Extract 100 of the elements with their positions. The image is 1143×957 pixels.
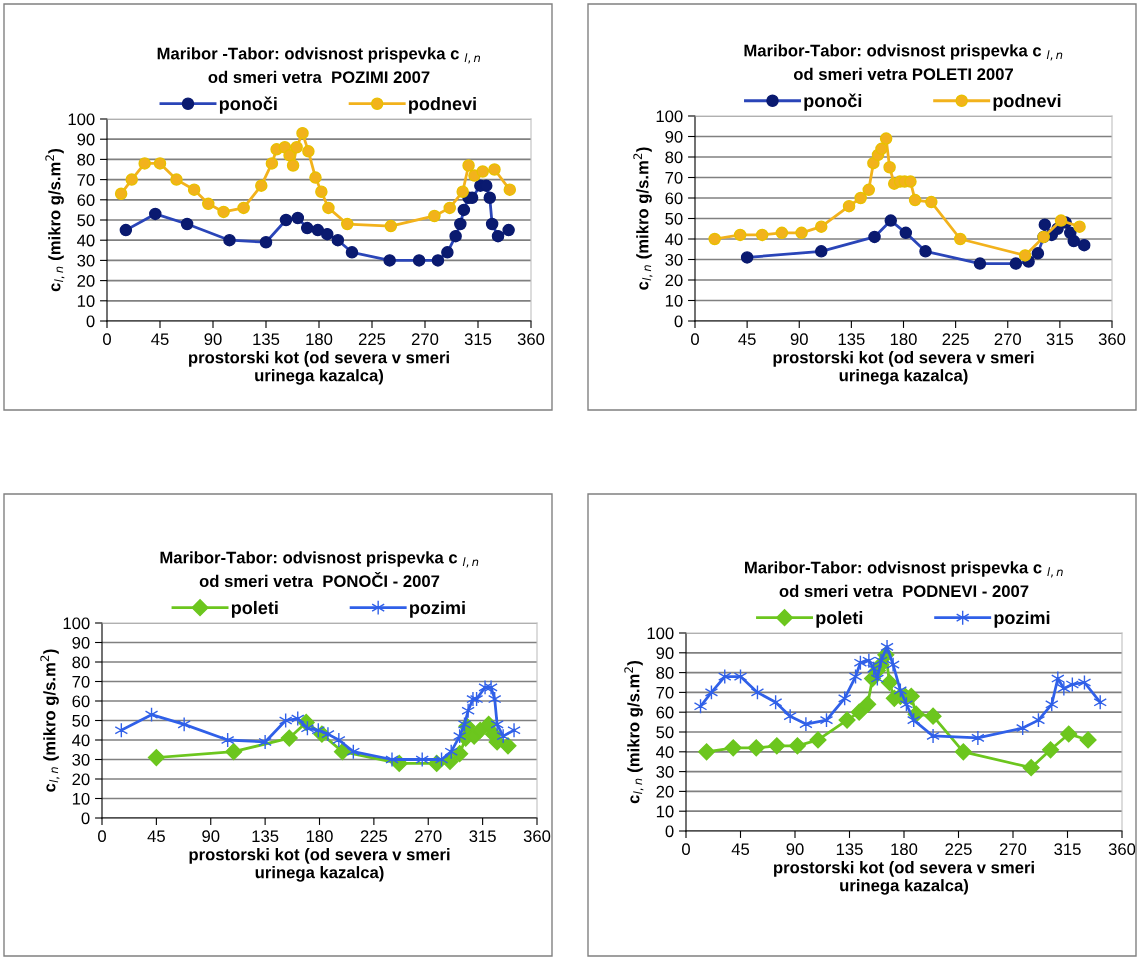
y-tick-label: 30 [656,766,674,778]
point [170,173,183,186]
point [503,183,517,196]
legend-label: pozimi [410,600,465,618]
point [290,141,303,154]
point [258,734,272,750]
y-tick-label: 50 [656,726,674,739]
point [908,193,922,207]
x-tick-label: 90 [786,843,804,856]
point [225,743,243,761]
x-tick-label: 270 [994,333,1021,346]
y-tick-label: 30 [72,753,90,766]
y-tick-label: 90 [656,647,674,659]
x-axis-title: prostorski kot (od severa v smeri urinega kazalca) [189,351,449,385]
x-tick-label: 180 [890,333,917,346]
point [904,175,917,188]
point [1079,731,1097,749]
point [698,743,716,761]
x-tick-label: 225 [945,843,972,856]
point [1051,670,1065,687]
x-tick-label: 45 [731,843,750,856]
x-tick-label: 135 [838,333,865,346]
point [315,185,328,198]
point [1057,680,1071,697]
point [859,695,877,713]
x-tick-label: 135 [252,830,279,843]
x-tick-label: 360 [517,333,545,346]
point [384,219,398,233]
point [488,163,501,176]
point [755,228,769,242]
x-tick-label: 315 [469,830,496,843]
legend-label: ponoči [219,96,277,114]
x-tick-label: 180 [306,830,333,843]
point [971,730,985,746]
x-tick-label: 225 [942,333,969,346]
point [507,722,521,738]
y-axis-title: c$_{l,n}$ (mikro g/s.m$^{2}$) [45,148,65,292]
x-tick-label: 90 [790,333,808,346]
point [187,183,201,196]
x-tick-label: 360 [1098,333,1126,346]
point [280,729,298,747]
point [925,195,938,209]
chart-title: Maribor -Tabor: odvisnost prispevka c $_{l,n}$ od smeri vetra POZIMI 2007 [157,47,481,84]
x-tick-label: 315 [1046,333,1074,346]
x-tick-label: 0 [691,333,699,346]
point [1054,214,1068,227]
y-tick-label: 10 [77,295,95,307]
point [341,217,354,231]
y-tick-label: 0 [81,812,90,825]
x-tick-label: 45 [738,333,756,346]
y-tick-label: 20 [77,275,95,287]
point [462,159,475,172]
point [125,173,138,186]
point [926,728,940,744]
x-tick-label: 90 [204,333,222,346]
y-tick-label: 60 [656,706,674,719]
point [788,737,806,755]
point [476,165,489,178]
y-tick-label: 10 [656,805,674,818]
point [880,673,899,692]
point [708,232,721,246]
y-tick-label: 90 [72,636,90,649]
legend-label: podnevi [993,94,1061,111]
point [443,201,456,215]
y-tick-label: 50 [72,714,90,727]
point [265,157,279,170]
y-tick-label: 40 [72,734,90,747]
point [883,160,896,174]
y-tick-label: 80 [72,656,90,669]
legend-label: podnevi [409,96,476,114]
y-axis-title: c$_{l,n}$ (mikro g/s.m$^{2}$) [633,147,653,290]
y-tick-label: 10 [72,792,90,805]
point [1041,741,1060,759]
y-tick-label: 50 [77,214,95,227]
x-tick-label: 180 [891,843,918,856]
x-tick-label: 270 [411,333,439,346]
x-tick-label: 0 [103,333,111,346]
point [217,205,230,219]
point [461,703,475,719]
x-tick-label: 45 [147,830,165,843]
point [875,142,888,156]
point [879,132,893,145]
point [886,657,900,673]
legend-label: ponoči [804,93,862,111]
y-tick-label: 40 [656,746,674,758]
x-tick-label: 0 [98,830,106,843]
y-tick-label: 0 [86,315,95,328]
y-tick-label: 20 [656,785,674,798]
x-axis-title: prostorski kot (od severa v smeri urinega kazalca) [189,848,450,882]
x-tick-label: 45 [151,333,169,346]
x-tick-label: 135 [836,843,863,856]
legend-label: poleti [231,600,278,618]
point [924,707,942,725]
point [1060,725,1078,743]
point [456,185,469,198]
point [451,745,469,763]
x-tick-label: 180 [306,333,333,346]
point [815,220,828,233]
y-tick-label: 10 [665,294,683,307]
y-tick-label: 100 [63,617,90,630]
